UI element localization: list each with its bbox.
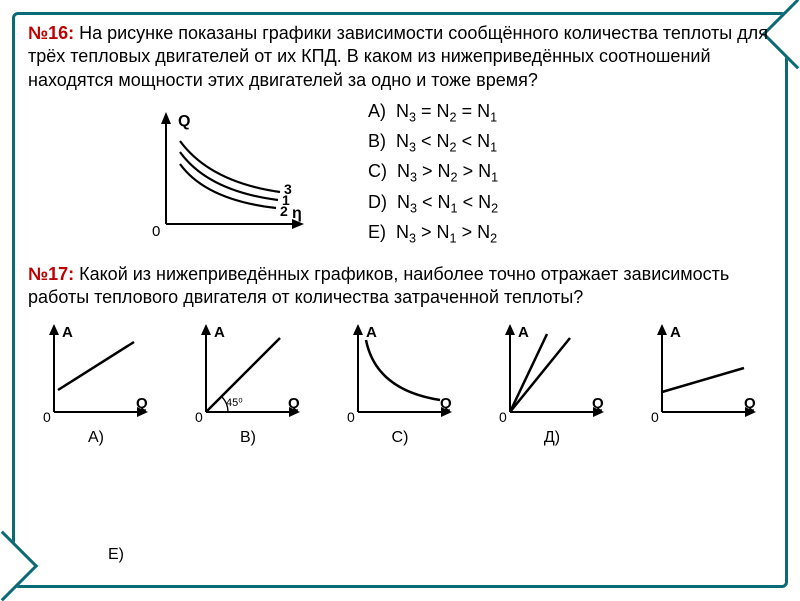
- svg-text:0: 0: [499, 409, 507, 425]
- q17-b-angle: 45⁰: [226, 397, 243, 409]
- q16-prompt: №16: На рисунке показаны графики зависим…: [28, 22, 772, 92]
- q17-graph-c: A Q 0 C): [340, 320, 460, 447]
- q16-number: №16:: [28, 23, 74, 43]
- q17-graph-b: A Q 0 45⁰ B): [188, 320, 308, 447]
- q16-origin: 0: [152, 223, 160, 240]
- q16-option-e: E) N3 > N1 > N2: [368, 219, 498, 249]
- svg-text:Q: Q: [288, 395, 300, 412]
- q17-label-d: Д): [544, 429, 560, 447]
- svg-text:Q: Q: [592, 395, 604, 412]
- svg-text:A: A: [518, 324, 529, 341]
- svg-text:0: 0: [347, 409, 355, 425]
- q17-graph-e: A Q 0: [644, 320, 764, 447]
- q17-number: №17:: [28, 264, 74, 284]
- svg-text:0: 0: [651, 409, 659, 425]
- q17-graphs-row: A Q 0 A) A Q 0 45⁰ B): [28, 320, 772, 447]
- svg-text:A: A: [366, 324, 377, 341]
- q17-label-c: C): [392, 429, 409, 447]
- q16-text: На рисунке показаны графики зависимости …: [28, 23, 768, 90]
- q17-prompt: №17: Какой из нижеприведённых графиков, …: [28, 263, 772, 310]
- q17-graph-a: A Q 0 A): [36, 320, 156, 447]
- q17-text: Какой из нижеприведённых графиков, наибо…: [28, 264, 729, 307]
- q16-x-label: η: [292, 205, 302, 222]
- q16-option-b: B) N3 < N2 < N1: [368, 128, 498, 158]
- q17-label-b: B): [240, 429, 256, 447]
- q16-option-a: A) N3 = N2 = N1: [368, 98, 498, 128]
- q16-option-d: D) N3 < N1 < N2: [368, 189, 498, 219]
- svg-text:Q: Q: [744, 395, 756, 412]
- svg-text:0: 0: [195, 409, 203, 425]
- q16-curve2: 2: [280, 203, 288, 219]
- q17-graph-d: A Q 0 Д): [492, 320, 612, 447]
- svg-text:Q: Q: [440, 395, 452, 412]
- svg-text:Q: Q: [136, 395, 148, 412]
- q16-options: A) N3 = N2 = N1 B) N3 < N2 < N1 C) N3 > …: [368, 98, 498, 249]
- q17-floating-label-e: E): [108, 546, 124, 564]
- q16-body: Q η 0 3 1 2 A) N3 = N2 = N1 B) N3 < N2 <…: [28, 98, 772, 249]
- content-area: №16: На рисунке показаны графики зависим…: [28, 22, 772, 578]
- svg-text:A: A: [214, 324, 225, 341]
- q16-option-c: C) N3 > N2 > N1: [368, 158, 498, 188]
- svg-text:A: A: [62, 324, 73, 341]
- q16-figure: Q η 0 3 1 2: [138, 106, 338, 249]
- q17-label-a: A): [88, 429, 104, 447]
- svg-text:A: A: [670, 324, 681, 341]
- svg-text:0: 0: [43, 409, 51, 425]
- q16-y-label: Q: [178, 113, 190, 130]
